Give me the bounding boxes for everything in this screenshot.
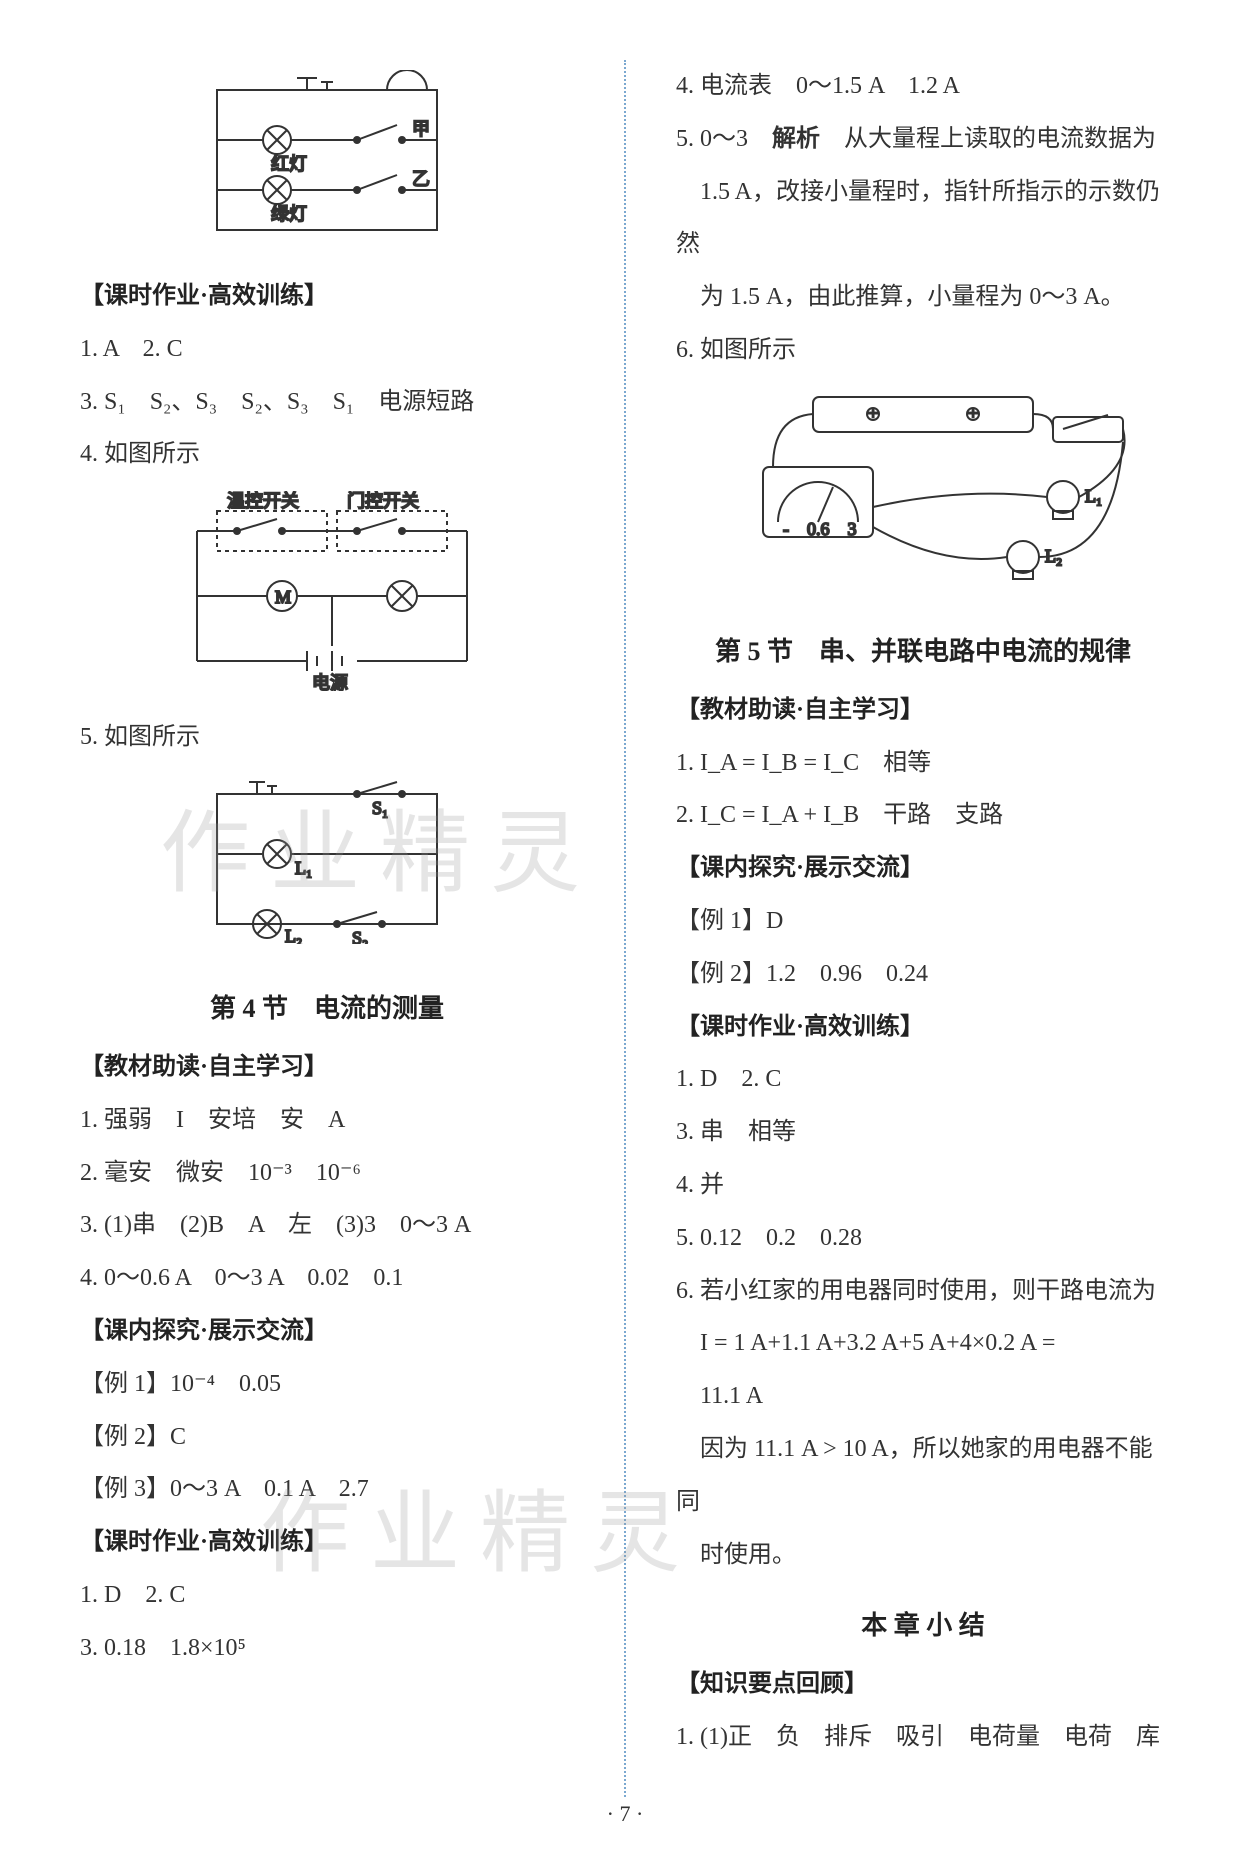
- answer-line: 【例 1】10⁻⁴ 0.05: [80, 1358, 574, 1411]
- right-column: 4. 电流表 0～1.5 A 1.2 A 5. 0～3 解析 从大量程上读取的电…: [676, 60, 1170, 1797]
- answer-line: 1. I_A = I_B = I_C 相等: [676, 737, 1170, 790]
- page-container: 红灯 绿灯 甲 乙 【课时作业·高效训练】 1. A 2. C 3. S₁ S₂…: [80, 60, 1170, 1797]
- answer-line: 1. D 2. C: [676, 1053, 1170, 1106]
- answer-line: 5. 0.12 0.2 0.28: [676, 1212, 1170, 1265]
- label-s2: S₂: [352, 928, 368, 944]
- chapter-summary-title: 本 章 小 结: [676, 1605, 1170, 1642]
- bracket-title-homework-3: 【课时作业·高效训练】: [676, 1001, 1170, 1054]
- bracket-title-inclass-2: 【课内探究·展示交流】: [676, 842, 1170, 895]
- label-jia: 甲: [412, 119, 430, 139]
- answer-line: 1. 强弱 I 安培 安 A: [80, 1094, 574, 1147]
- circuit-diagram-2: 温控开关 门控开关: [80, 491, 574, 691]
- section-5-title: 第 5 节 串、并联电路中电流的规律: [676, 631, 1170, 668]
- answer-line: 2. 毫安 微安 10⁻³ 10⁻⁶: [80, 1147, 574, 1200]
- column-divider: [624, 60, 626, 1797]
- label-temp-switch: 温控开关: [227, 491, 299, 511]
- svg-text:- 0.6 3: - 0.6 3: [783, 519, 857, 539]
- answer-line: 1. D 2. C: [80, 1569, 574, 1622]
- label-door-switch: 门控开关: [347, 491, 419, 511]
- label-red: 红灯: [271, 154, 307, 174]
- label-s1: S₁: [372, 798, 388, 818]
- bracket-title-homework-1: 【课时作业·高效训练】: [80, 270, 574, 323]
- answer-line: 11.1 A: [676, 1370, 1170, 1423]
- answer-line: 3. 串 相等: [676, 1106, 1170, 1159]
- label-l2: L₂: [285, 926, 302, 944]
- bracket-title-inclass: 【课内探究·展示交流】: [80, 1305, 574, 1358]
- answer-line: 1. A 2. C: [80, 323, 574, 376]
- answer-line: 4. 如图所示: [80, 428, 574, 481]
- section-4-title: 第 4 节 电流的测量: [80, 988, 574, 1025]
- page-number: · 7 ·: [607, 1801, 644, 1827]
- bracket-title-knowledge: 【知识要点回顾】: [676, 1658, 1170, 1711]
- answer-line: 3. 0.18 1.8×10⁵: [80, 1622, 574, 1675]
- label-green: 绿灯: [271, 204, 307, 224]
- answer-line: 为 1.5 A，由此推算，小量程为 0～3 A。: [676, 271, 1170, 324]
- answer-line: 3. (1)串 (2)B A 左 (3)3 0～3 A: [80, 1199, 574, 1252]
- answer-line: 【例 3】0～3 A 0.1 A 2.7: [80, 1463, 574, 1516]
- circuit-diagram-1: 红灯 绿灯 甲 乙: [80, 70, 574, 250]
- answer-line: 6. 如图所示: [676, 324, 1170, 377]
- left-column: 红灯 绿灯 甲 乙 【课时作业·高效训练】 1. A 2. C 3. S₁ S₂…: [80, 60, 574, 1797]
- answer-line: I = 1 A+1.1 A+3.2 A+5 A+4×0.2 A =: [676, 1317, 1170, 1370]
- answer-line: 4. 0～0.6 A 0～3 A 0.02 0.1: [80, 1252, 574, 1305]
- answer-line: 时使用。: [676, 1529, 1170, 1582]
- bracket-title-textbook: 【教材助读·自主学习】: [80, 1041, 574, 1094]
- label-power: 电源: [312, 673, 348, 691]
- answer-line: 【例 2】1.2 0.96 0.24: [676, 948, 1170, 1001]
- svg-text:M: M: [275, 587, 291, 607]
- answer-line: 5. 如图所示: [80, 711, 574, 764]
- answer-line: 3. S₁ S₂、S₃ S₂、S₃ S₁ 电源短路: [80, 376, 574, 429]
- bracket-title-homework-2: 【课时作业·高效训练】: [80, 1516, 574, 1569]
- answer-line: 2. I_C = I_A + I_B 干路 支路: [676, 789, 1170, 842]
- bracket-title-textbook-2: 【教材助读·自主学习】: [676, 684, 1170, 737]
- label-yi: 乙: [412, 169, 430, 189]
- answer-line: 因为 11.1 A > 10 A，所以她家的用电器不能同: [676, 1423, 1170, 1529]
- answer-line: 【例 1】D: [676, 895, 1170, 948]
- answer-line: 1.5 A，改接小量程时，指针所指示的示数仍然: [676, 166, 1170, 272]
- answer-line: 4. 并: [676, 1159, 1170, 1212]
- answer-line: 5. 0～3 解析 从大量程上读取的电流数据为: [676, 113, 1170, 166]
- svg-text:+: +: [968, 403, 978, 423]
- label-l1: L₁: [295, 858, 312, 878]
- answer-line: 1. (1)正 负 排斥 吸引 电荷量 电荷 库: [676, 1711, 1170, 1764]
- circuit-diagram-4: + + - 0.6 3 L₁ L₂: [676, 387, 1170, 587]
- answer-line: 【例 2】C: [80, 1411, 574, 1464]
- circuit-diagram-3: S₁ L₁ L₂ S₂: [80, 774, 574, 944]
- answer-line: 6. 若小红家的用电器同时使用，则干路电流为: [676, 1265, 1170, 1318]
- svg-text:+: +: [868, 403, 878, 423]
- answer-line: 4. 电流表 0～1.5 A 1.2 A: [676, 60, 1170, 113]
